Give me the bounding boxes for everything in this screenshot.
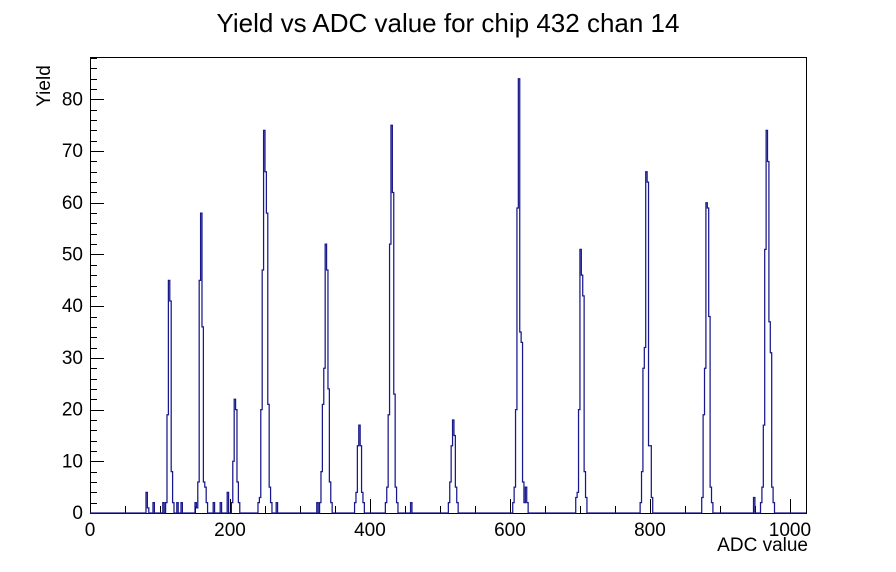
x-tick-label: 0 bbox=[85, 520, 96, 541]
y-tick-label: 40 bbox=[62, 296, 83, 317]
x-tick-label: 1000 bbox=[769, 520, 811, 541]
plot-title: Yield vs ADC value for chip 432 chan 14 bbox=[216, 8, 680, 38]
histogram-line bbox=[90, 78, 806, 514]
x-tick-label: 600 bbox=[494, 520, 526, 541]
y-tick-label: 10 bbox=[62, 451, 83, 472]
plot-frame bbox=[90, 57, 807, 514]
y-tick-label: 0 bbox=[72, 503, 83, 524]
y-tick-label: 80 bbox=[62, 89, 83, 110]
y-tick-label: 30 bbox=[62, 348, 83, 369]
y-tick-label: 70 bbox=[62, 141, 83, 162]
x-axis-title: ADC value bbox=[717, 535, 808, 556]
y-tick-label: 20 bbox=[62, 400, 83, 421]
y-tick-label: 50 bbox=[62, 244, 83, 265]
x-tick-label: 800 bbox=[634, 520, 666, 541]
y-tick-label: 60 bbox=[62, 193, 83, 214]
x-tick-label: 400 bbox=[354, 520, 386, 541]
x-tick-label: 200 bbox=[214, 520, 246, 541]
